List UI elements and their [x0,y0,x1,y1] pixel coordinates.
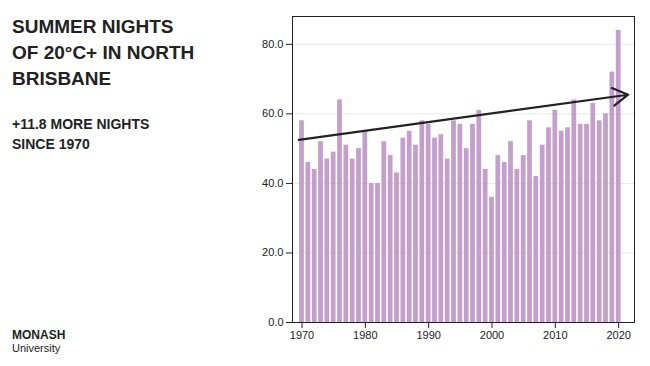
html-text:OF 20°C+ IN NORTH: OF 20°C+ IN NORTH [12,42,195,63]
svg-text:1980: 1980 [353,329,377,341]
svg-text:1970: 1970 [290,329,314,341]
html-text:SUMMER NIGHTS: SUMMER NIGHTS [12,16,174,37]
html-text:MONASH: MONASH [12,328,66,342]
svg-text:2010: 2010 [543,329,567,341]
svg-text:40.0: 40.0 [262,177,283,189]
html-text:+11.8 MORE NIGHTS: +11.8 MORE NIGHTS [12,116,150,132]
html-text:SINCE 1970: SINCE 1970 [12,136,90,152]
svg-text:20.0: 20.0 [262,246,283,258]
svg-text:80.0: 80.0 [262,38,283,50]
svg-text:2020: 2020 [606,329,630,341]
svg-text:2000: 2000 [480,329,504,341]
html-text:BRISBANE: BRISBANE [12,68,112,89]
html-text:University: University [12,342,61,354]
svg-text:1990: 1990 [416,329,440,341]
svg-text:60.0: 60.0 [262,107,283,119]
svg-text:0.0: 0.0 [268,316,283,328]
